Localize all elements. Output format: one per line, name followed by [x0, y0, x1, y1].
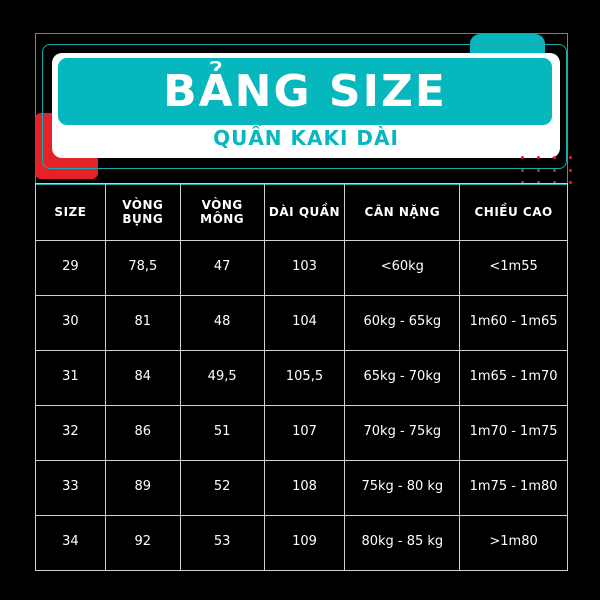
cell-length: 107	[263, 405, 346, 461]
page-subtitle: QUẦN KAKI DÀI	[213, 126, 399, 150]
dot	[569, 156, 572, 159]
dot	[569, 169, 572, 172]
cell-weight: 60kg - 65kg	[344, 295, 461, 351]
dot	[553, 156, 556, 159]
header-hip: VÒNG MÔNG	[179, 183, 265, 241]
cell-hip: 52	[179, 460, 265, 516]
header-size: SIZE	[35, 183, 106, 241]
cell-hip: 51	[179, 405, 265, 461]
table-row: 29 78,5 47 103 <60kg <1m55	[35, 240, 568, 296]
cell-waist: 86	[104, 405, 181, 461]
table-row: 34 92 53 109 80kg - 85 kg >1m80	[35, 515, 568, 571]
cell-size: 32	[35, 405, 106, 461]
table-row: 32 86 51 107 70kg - 75kg 1m70 - 1m75	[35, 405, 568, 461]
cell-height: <1m55	[459, 240, 568, 296]
cell-size: 34	[35, 515, 106, 571]
dot	[537, 181, 540, 184]
dot	[521, 181, 524, 184]
cell-height: 1m65 - 1m70	[459, 350, 568, 406]
cell-height: >1m80	[459, 515, 568, 571]
cell-length: 109	[263, 515, 346, 571]
cell-waist: 89	[104, 460, 181, 516]
cell-length: 108	[263, 460, 346, 516]
cell-weight: 75kg - 80 kg	[344, 460, 461, 516]
header-height: CHIỀU CAO	[459, 183, 568, 241]
decorative-outline	[42, 44, 567, 169]
cell-length: 103	[263, 240, 346, 296]
cell-weight: 65kg - 70kg	[344, 350, 461, 406]
table-row: 31 84 49,5 105,5 65kg - 70kg 1m65 - 1m70	[35, 350, 568, 406]
cell-height: 1m60 - 1m65	[459, 295, 568, 351]
header-length: DÀI QUẦN	[263, 183, 346, 241]
header-waist: VÒNG BỤNG	[104, 183, 181, 241]
cell-waist: 92	[104, 515, 181, 571]
dot	[537, 169, 540, 172]
cell-weight: 70kg - 75kg	[344, 405, 461, 461]
dot	[553, 181, 556, 184]
dot	[553, 169, 556, 172]
cell-size: 31	[35, 350, 106, 406]
cell-length: 105,5	[263, 350, 346, 406]
cell-waist: 84	[104, 350, 181, 406]
header-weight: CÂN NẶNG	[344, 183, 461, 241]
table-row: 33 89 52 108 75kg - 80 kg 1m75 - 1m80	[35, 460, 568, 516]
dot	[569, 181, 572, 184]
cell-hip: 48	[179, 295, 265, 351]
dot	[521, 156, 524, 159]
cell-hip: 49,5	[179, 350, 265, 406]
cell-size: 33	[35, 460, 106, 516]
cell-height: 1m75 - 1m80	[459, 460, 568, 516]
dot	[537, 156, 540, 159]
table-row: 30 81 48 104 60kg - 65kg 1m60 - 1m65	[35, 295, 568, 351]
cell-size: 29	[35, 240, 106, 296]
cell-height: 1m70 - 1m75	[459, 405, 568, 461]
cell-waist: 78,5	[104, 240, 181, 296]
cell-hip: 47	[179, 240, 265, 296]
cell-hip: 53	[179, 515, 265, 571]
dot	[521, 169, 524, 172]
cell-weight: 80kg - 85 kg	[344, 515, 461, 571]
title-bar: BẢNG SIZE	[58, 58, 552, 125]
table-header-row: SIZE VÒNG BỤNG VÒNG MÔNG DÀI QUẦN CÂN NẶNG CH…	[35, 183, 568, 241]
size-table: SIZE VÒNG BỤNG VÒNG MÔNG DÀI QUẦN CÂN NẶNG CH…	[35, 183, 568, 571]
cell-weight: <60kg	[344, 240, 461, 296]
cell-waist: 81	[104, 295, 181, 351]
page-title: BẢNG SIZE	[163, 66, 447, 117]
cell-length: 104	[263, 295, 346, 351]
cell-size: 30	[35, 295, 106, 351]
